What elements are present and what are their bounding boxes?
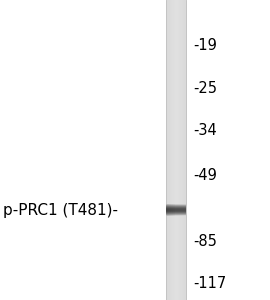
Bar	[166, 209, 186, 210]
Bar	[174, 0, 175, 300]
Bar	[171, 0, 172, 300]
Bar	[169, 0, 170, 300]
Bar	[184, 0, 185, 300]
Bar	[183, 0, 184, 300]
Bar	[168, 0, 169, 300]
Bar	[173, 0, 174, 300]
Bar	[167, 0, 168, 300]
Bar	[177, 204, 178, 216]
Text: -49: -49	[193, 168, 217, 183]
Bar	[166, 206, 186, 207]
Text: -85: -85	[193, 234, 217, 249]
Bar	[177, 0, 178, 300]
Bar	[181, 0, 182, 300]
Bar	[166, 206, 186, 207]
Bar	[166, 204, 186, 205]
Bar	[166, 0, 167, 300]
Text: -19: -19	[193, 38, 217, 53]
Bar	[166, 211, 186, 212]
Bar	[182, 0, 183, 300]
Bar	[169, 204, 170, 216]
Bar	[166, 205, 186, 206]
Bar	[178, 0, 179, 300]
Bar	[166, 214, 186, 215]
Bar	[167, 204, 168, 216]
Bar	[174, 0, 175, 300]
Bar	[171, 0, 172, 300]
Text: -34: -34	[193, 123, 217, 138]
Bar	[176, 204, 177, 216]
Bar	[166, 204, 186, 205]
Text: -25: -25	[193, 81, 217, 96]
Bar	[172, 204, 173, 216]
Bar	[186, 0, 187, 300]
Bar	[172, 0, 173, 300]
Bar	[166, 204, 186, 205]
Bar	[166, 208, 186, 209]
Bar	[176, 0, 177, 300]
Bar	[179, 0, 180, 300]
Bar	[179, 0, 180, 300]
Bar	[173, 204, 174, 216]
Bar	[180, 204, 181, 216]
Bar	[166, 210, 186, 211]
Bar	[166, 207, 186, 208]
Bar	[166, 210, 186, 211]
Bar	[184, 0, 185, 300]
Bar	[166, 213, 186, 214]
Bar	[181, 0, 182, 300]
Bar	[175, 0, 176, 300]
Bar	[166, 213, 186, 214]
Bar	[176, 0, 177, 300]
Bar	[168, 0, 169, 300]
Bar	[166, 208, 186, 209]
Bar	[184, 204, 185, 216]
Bar	[183, 0, 184, 300]
Bar	[166, 0, 167, 300]
Bar	[166, 208, 186, 209]
Bar	[178, 204, 179, 216]
Bar	[166, 212, 186, 213]
Bar	[166, 212, 186, 213]
Bar	[166, 207, 186, 208]
Bar	[182, 0, 183, 300]
Bar	[178, 0, 179, 300]
Bar	[171, 204, 172, 216]
Bar	[185, 0, 186, 300]
Bar	[173, 0, 174, 300]
Bar	[167, 0, 168, 300]
Bar	[180, 0, 181, 300]
Bar	[181, 204, 182, 216]
Bar	[166, 214, 186, 215]
Bar	[166, 212, 186, 213]
Bar	[174, 204, 175, 216]
Bar	[182, 204, 183, 216]
Bar	[166, 205, 186, 206]
Bar	[166, 206, 186, 207]
Bar	[166, 214, 186, 215]
Bar	[166, 204, 167, 216]
Bar	[170, 204, 171, 216]
Bar	[170, 0, 171, 300]
Bar	[166, 205, 186, 206]
Text: p-PRC1 (T481)-: p-PRC1 (T481)-	[3, 202, 118, 217]
Bar	[170, 0, 171, 300]
Bar	[166, 215, 186, 216]
Bar	[183, 204, 184, 216]
Bar	[179, 204, 180, 216]
Bar	[175, 0, 176, 300]
Bar	[175, 204, 176, 216]
Bar	[166, 207, 186, 208]
Bar	[166, 209, 186, 210]
Bar	[166, 209, 186, 210]
Text: -117: -117	[193, 276, 226, 291]
Bar	[168, 204, 169, 216]
